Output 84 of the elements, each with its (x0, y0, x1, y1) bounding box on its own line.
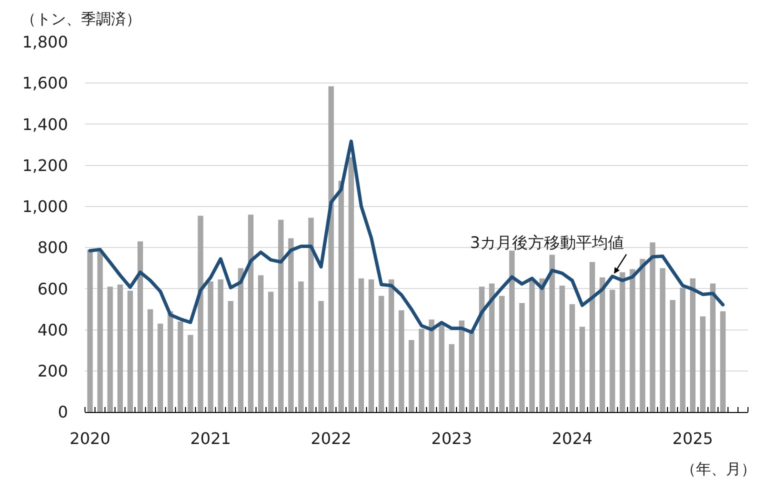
bar (348, 157, 354, 412)
bar (117, 284, 123, 412)
bar (720, 311, 726, 412)
bar (198, 216, 204, 412)
bar (278, 220, 284, 412)
y-tick-label: 600 (37, 279, 68, 298)
bar (519, 303, 525, 412)
bar (509, 250, 515, 412)
bar (428, 320, 434, 412)
bar (137, 241, 144, 412)
bar (358, 278, 364, 412)
bar (438, 324, 444, 412)
bar (489, 284, 495, 412)
bar (408, 340, 414, 412)
bar (458, 320, 464, 412)
y-tick-label: 800 (37, 238, 68, 258)
bar (660, 268, 666, 412)
bar (680, 288, 686, 412)
bar (710, 284, 716, 412)
y-tick-label: 1,000 (22, 197, 68, 216)
bar (670, 300, 676, 412)
bar (168, 311, 174, 412)
bar (549, 254, 555, 412)
bar (700, 316, 706, 412)
bar (178, 322, 184, 412)
y-tick-label: 1,800 (22, 32, 68, 52)
bar (479, 286, 485, 412)
bar (590, 262, 596, 412)
bar (87, 250, 93, 412)
bar (499, 296, 505, 412)
bar (529, 280, 535, 412)
bar (158, 324, 164, 412)
bar (620, 272, 626, 412)
bar (308, 218, 314, 412)
bar (328, 86, 334, 412)
y-axis-title: （トン、季調済） (21, 10, 141, 28)
bar (298, 281, 304, 412)
bar (188, 334, 194, 412)
x-tick-label: 2023 (431, 429, 472, 448)
y-tick-label: 0 (58, 402, 68, 422)
bar (258, 275, 264, 412)
x-tick-label: 2021 (190, 429, 231, 448)
bar (228, 301, 234, 412)
bar (418, 328, 424, 412)
bar (248, 214, 254, 412)
bar (97, 252, 103, 412)
bar (127, 290, 133, 412)
bar (539, 278, 545, 412)
y-tick-label: 400 (37, 320, 68, 340)
bar (238, 268, 244, 412)
bar (559, 286, 565, 412)
bar (318, 301, 324, 412)
y-tick-label: 200 (37, 361, 68, 380)
bar (600, 277, 606, 412)
y-tick-label: 1,200 (22, 156, 68, 175)
y-tick-label: 1,600 (22, 74, 68, 93)
bar (630, 269, 636, 412)
x-tick-label: 2022 (310, 429, 352, 448)
bar (218, 279, 224, 412)
x-tick-label: 2025 (672, 429, 714, 448)
bar (148, 309, 154, 412)
bar (268, 292, 274, 412)
x-axis-title: （年、月） (681, 460, 756, 478)
bar (579, 326, 586, 412)
line-series (88, 140, 725, 334)
bar (448, 344, 454, 412)
y-tick-label: 1,400 (22, 114, 68, 134)
x-tick-label: 2020 (70, 429, 110, 448)
bar (569, 304, 575, 412)
bar (690, 278, 696, 412)
bar (650, 242, 656, 412)
bar (288, 238, 294, 412)
bar (610, 290, 616, 412)
bar (107, 286, 113, 412)
bar (368, 279, 374, 412)
series-label: 3カ月後方移動平均値 (470, 233, 624, 252)
bar (338, 180, 344, 412)
bar (398, 310, 404, 412)
x-tick-label: 2024 (552, 429, 593, 448)
bar (468, 332, 475, 412)
bar (388, 279, 394, 412)
bar (378, 296, 384, 412)
bar (640, 258, 646, 412)
bar (208, 281, 214, 412)
